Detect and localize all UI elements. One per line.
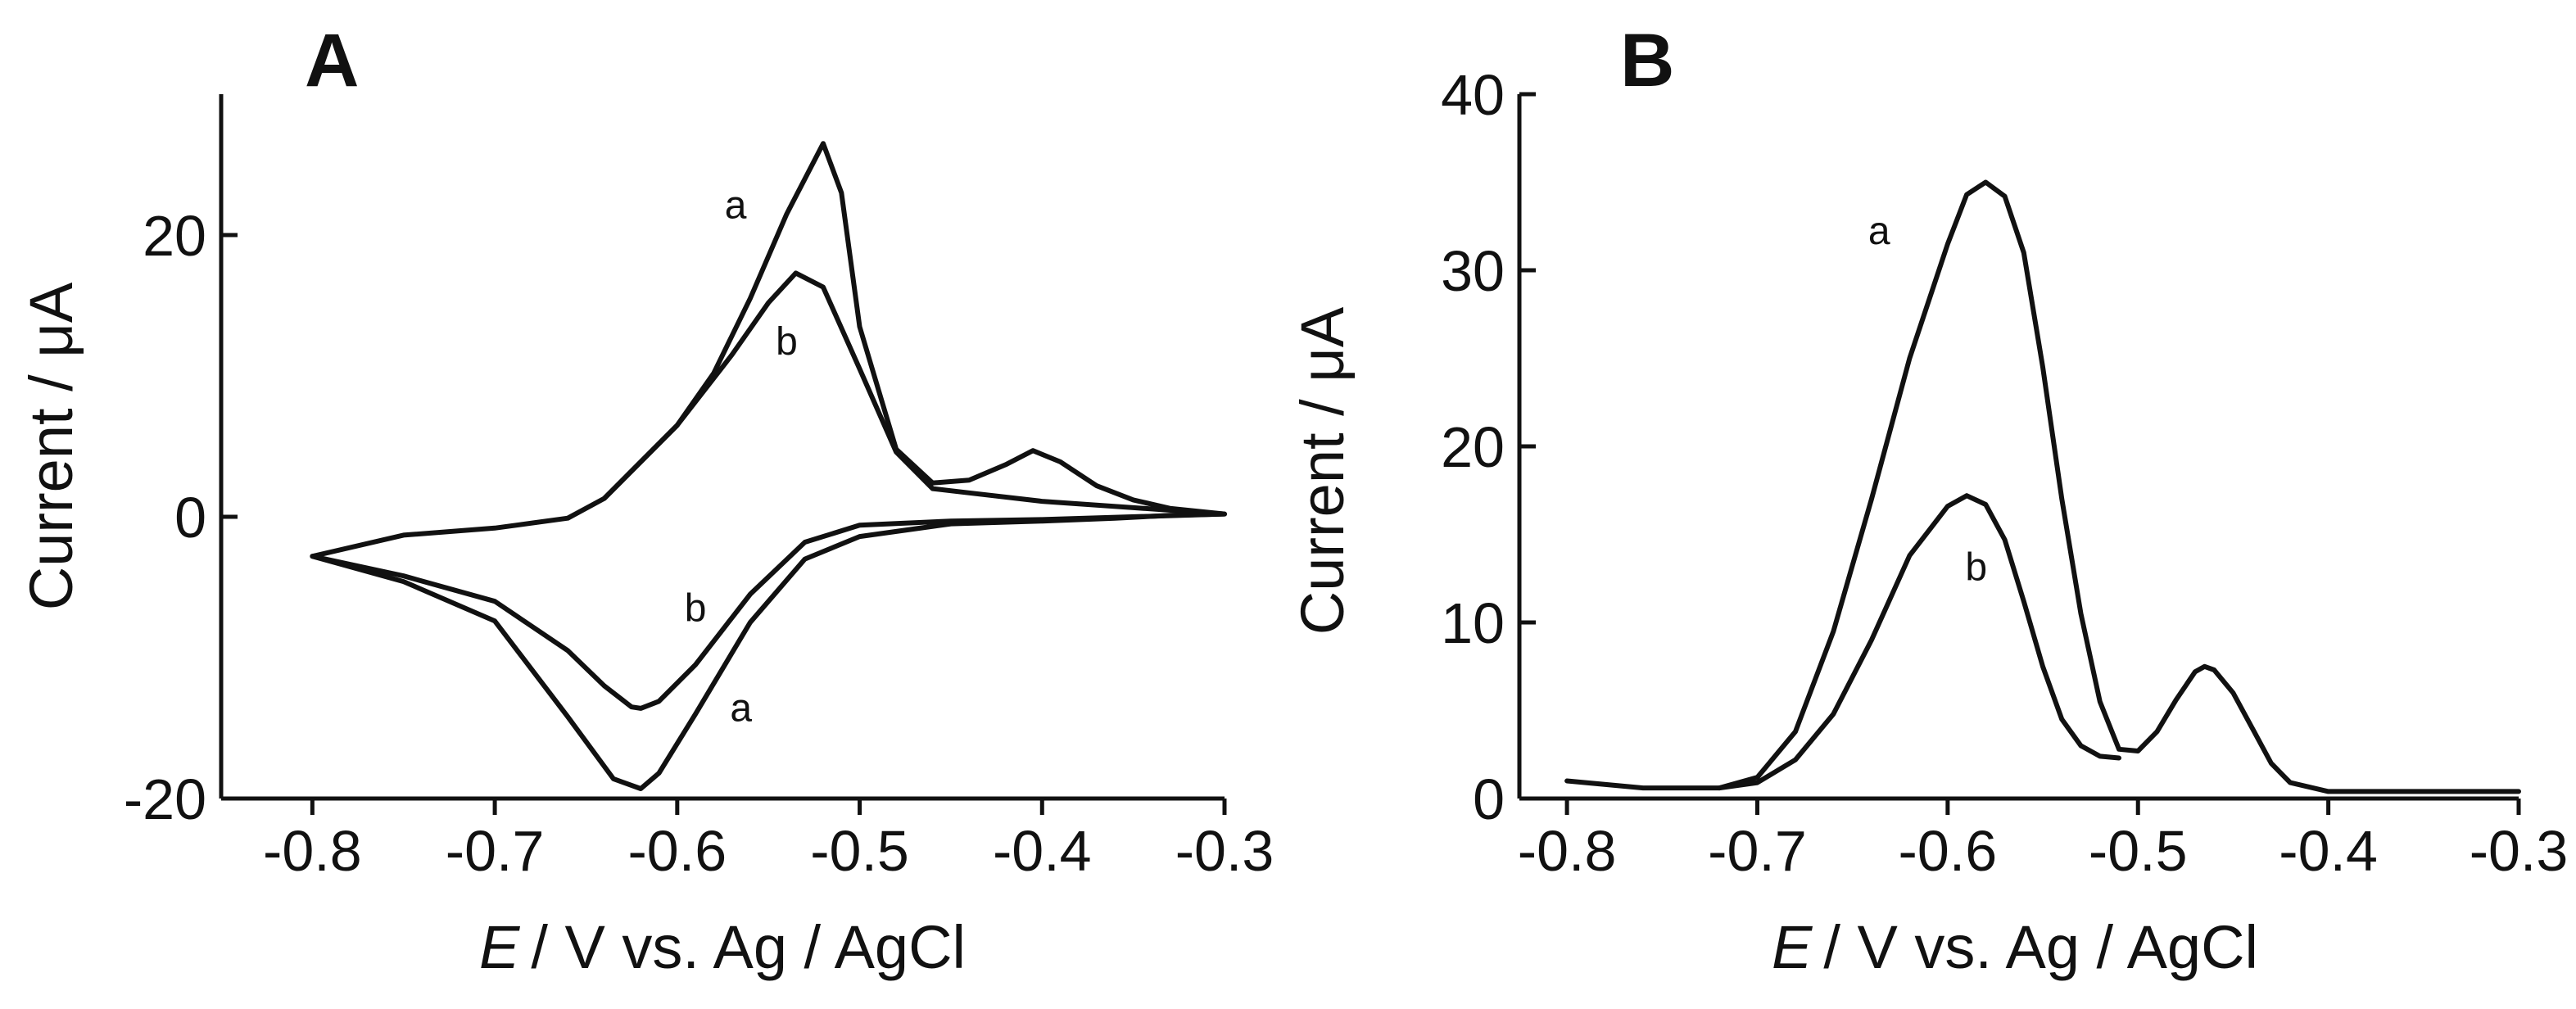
panel-a-series: a b b a	[310, 141, 1227, 791]
x-tick-label: -0.3	[1175, 819, 1274, 883]
y-tick-label: 20	[143, 204, 206, 268]
x-tick-label: -0.4	[993, 819, 1092, 883]
series-b-label: b	[1965, 545, 1987, 589]
x-tick-label: -0.6	[1899, 819, 1998, 883]
panel-a-y-axis-title: Current / μA	[17, 282, 85, 610]
x-tick-label: -0.5	[810, 819, 909, 883]
x-tick-label: -0.4	[2279, 819, 2378, 883]
panel-a-letter: A	[305, 19, 359, 102]
panel-a-x-axis-title: E / V vs. Ag / AgCl	[479, 913, 966, 981]
x-tick-label: -0.6	[628, 819, 727, 883]
panel-a-x-axis-title-rest: / V vs. Ag / AgCl	[531, 913, 966, 981]
series-a-label: a	[725, 183, 747, 227]
panel-b-x-axis-title: E / V vs. Ag / AgCl	[1772, 913, 2258, 981]
panel-b-x-ticks: -0.8 -0.7 -0.6 -0.5 -0.4 -0.3	[1518, 799, 2569, 883]
series-b-line	[310, 270, 1227, 711]
y-tick-label: 10	[1441, 591, 1505, 655]
panel-a-y-ticks: -20 0 20	[124, 204, 238, 831]
x-tick-label: -0.7	[446, 819, 545, 883]
y-tick-label: 0	[1473, 767, 1505, 831]
y-tick-label: 20	[1441, 415, 1505, 479]
x-tick-label: -0.7	[1708, 819, 1807, 883]
y-tick-label: 0	[174, 486, 206, 550]
y-tick-label: 30	[1441, 239, 1505, 303]
series-a-label: a	[730, 686, 752, 730]
series-b-label: b	[776, 320, 798, 364]
panel-a-x-ticks: -0.8 -0.7 -0.6 -0.5 -0.4 -0.3	[263, 799, 1274, 883]
panel-b-letter: B	[1620, 19, 1674, 102]
panel-b-series: ab	[1564, 179, 2521, 794]
series-a-line	[310, 141, 1227, 791]
series-b-line	[1717, 493, 2121, 791]
x-tick-label: -0.3	[2470, 819, 2569, 883]
panel-b-y-ticks: 0 10 20 30 40	[1441, 63, 1536, 831]
x-tick-label: -0.5	[2089, 819, 2188, 883]
panel-b-x-axis-title-italic: E	[1772, 913, 1813, 981]
panel-b-y-axis-title: Current / μA	[1288, 306, 1356, 635]
panel-b-x-axis-title-rest: / V vs. Ag / AgCl	[1823, 913, 2258, 981]
y-tick-label: -20	[124, 767, 206, 831]
series-a-label: a	[1868, 210, 1890, 253]
y-tick-label: 40	[1441, 63, 1505, 127]
x-tick-label: -0.8	[263, 819, 362, 883]
panel-a-chart: A -0.8 -0.7 -0.6 -0.5 -0.4 -0.3 -20 0 20 a b b a E…	[17, 19, 1274, 981]
x-tick-label: -0.8	[1518, 819, 1617, 883]
series-a-line	[1564, 179, 2521, 794]
panel-a-x-axis-title-italic: E	[479, 913, 521, 981]
series-b-label: b	[685, 586, 707, 630]
